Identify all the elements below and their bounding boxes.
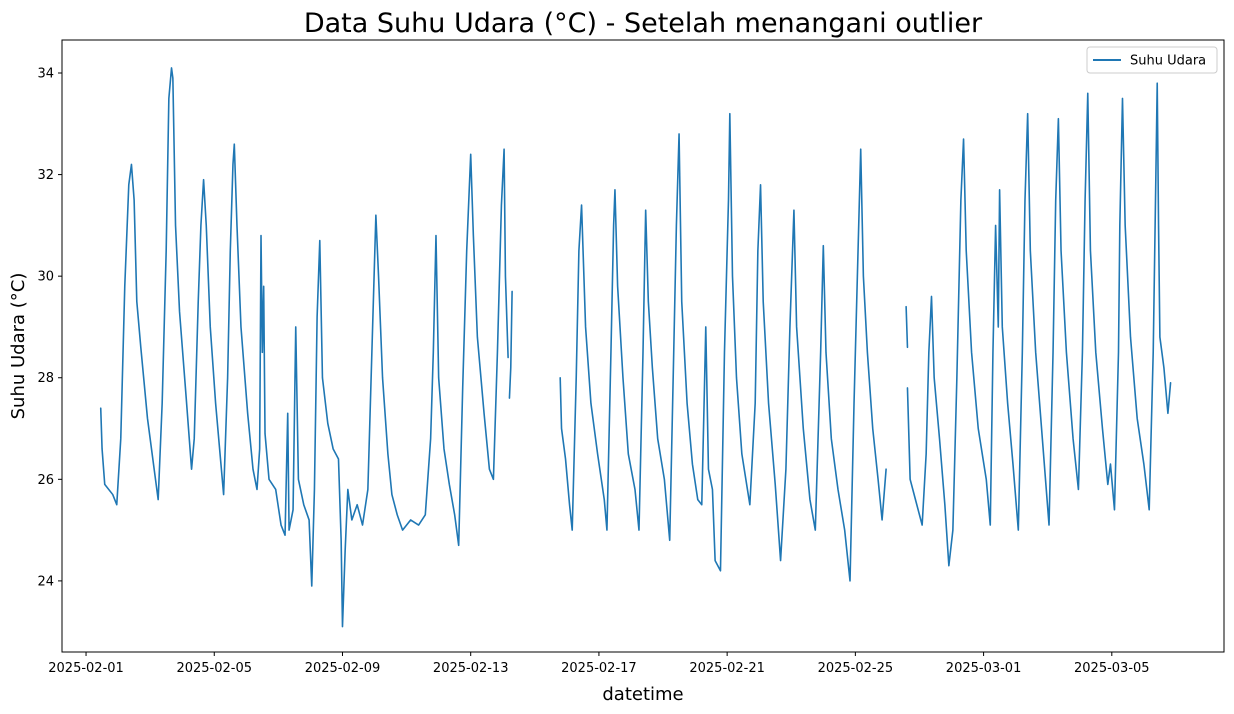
x-axis: 2025-02-01 2025-02-05 2025-02-09 2025-02-13…: [48, 652, 1150, 676]
y-tick-label: 24: [37, 574, 54, 589]
y-tick-label: 32: [37, 168, 54, 183]
x-tick-label: 2025-02-01: [48, 661, 124, 676]
legend: Suhu Udara: [1086, 46, 1218, 74]
x-tick-label: 2025-03-01: [946, 661, 1022, 676]
y-axis: 24 26 28 30 32 34: [37, 67, 62, 589]
series-line-segment: [508, 290, 513, 399]
series-line-segment: [99, 67, 509, 628]
x-tick-label: 2025-02-09: [305, 661, 381, 676]
y-tick-label: 34: [37, 67, 54, 82]
x-tick-label: 2025-02-13: [433, 661, 509, 676]
chart-title: Data Suhu Udara (°C) - Setelah menangani…: [304, 8, 983, 39]
y-tick-label: 26: [37, 473, 54, 488]
y-tick-label: 30: [37, 270, 54, 285]
plot-area: [99, 67, 1172, 628]
x-tick-label: 2025-02-05: [176, 661, 252, 676]
series-line-segment: [905, 305, 909, 349]
plot-frame: [61, 39, 1225, 653]
x-tick-label: 2025-02-21: [689, 661, 765, 676]
x-tick-label: 2025-02-17: [561, 661, 637, 676]
series-line-segment: [906, 82, 1172, 567]
x-axis-label: datetime: [602, 684, 683, 705]
x-tick-label: 2025-02-25: [818, 661, 894, 676]
legend-box: [1086, 46, 1218, 74]
y-tick-label: 28: [37, 371, 54, 386]
legend-label: Suhu Udara: [1130, 54, 1206, 69]
y-axis-label: Suhu Udara (°C): [8, 273, 29, 420]
x-tick-label: 2025-03-05: [1074, 661, 1150, 676]
series-line-segment: [559, 112, 887, 582]
